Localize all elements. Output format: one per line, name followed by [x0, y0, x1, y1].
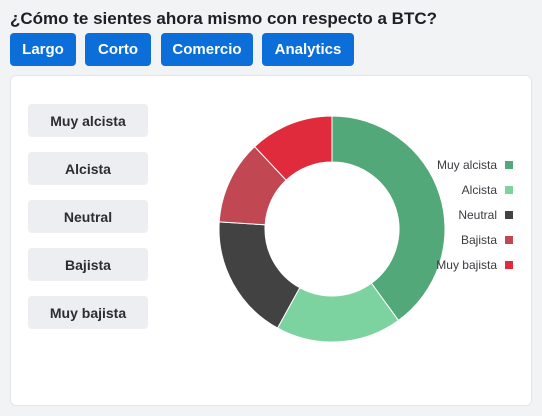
vote-muy-alcista-button[interactable]: Muy alcista	[28, 104, 148, 137]
question-title: ¿Cómo te sientes ahora mismo con respect…	[10, 9, 437, 28]
legend-label: Muy alcista	[437, 158, 497, 172]
vote-neutral-button[interactable]: Neutral	[28, 200, 148, 233]
vote-alcista-button[interactable]: Alcista	[28, 152, 148, 185]
legend-swatch	[505, 186, 513, 194]
vote-bajista-button[interactable]: Bajista	[28, 248, 148, 281]
legend-swatch	[505, 211, 513, 219]
legend-label: Muy bajista	[436, 258, 497, 272]
donut-slice-muy-alcista	[331, 115, 446, 322]
vote-muy-bajista-button[interactable]: Muy bajista	[28, 296, 148, 329]
tab-analytics[interactable]: Analytics	[262, 33, 354, 66]
legend-swatch	[505, 261, 513, 269]
tab-largo[interactable]: Largo	[10, 33, 76, 66]
legend-label: Alcista	[462, 183, 498, 197]
donut-slice-muy-bajista	[253, 115, 333, 181]
tab-comercio[interactable]: Comercio	[161, 33, 253, 66]
legend-label: Neutral	[458, 208, 497, 222]
sentiment-card: Muy alcista Alcista Neutral Bajista Muy …	[10, 75, 532, 406]
sentiment-donut-chart: Muy alcista Alcista Neutral Bajista Muy baji…	[218, 115, 513, 343]
legend-swatch	[505, 236, 513, 244]
legend-label: Bajista	[461, 233, 497, 247]
tab-corto[interactable]: Corto	[85, 33, 151, 66]
legend-swatch	[505, 161, 513, 169]
